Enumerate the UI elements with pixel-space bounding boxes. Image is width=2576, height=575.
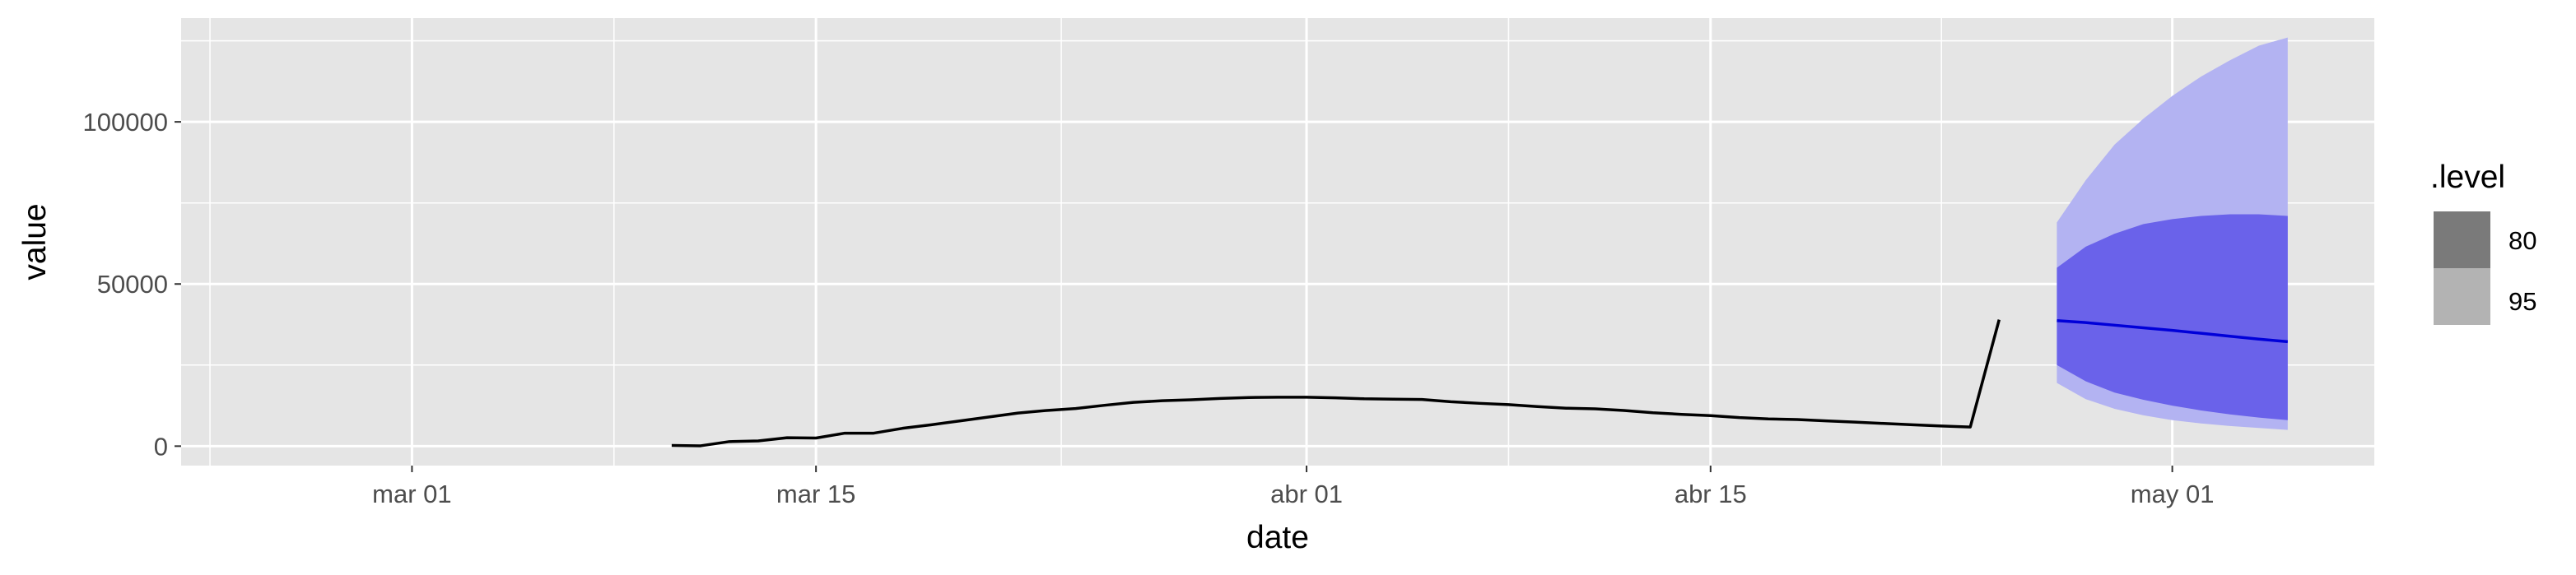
observed-line xyxy=(671,319,2001,447)
y-axis-title: value xyxy=(17,203,53,280)
legend-key-80 xyxy=(2434,211,2490,268)
x-tick-label: abr 01 xyxy=(1270,480,1343,508)
x-axis-title: date xyxy=(1246,520,1309,555)
y-tick-label: 100000 xyxy=(83,108,168,137)
y-tick-label: 50000 xyxy=(97,270,168,299)
axes: mar 01 mar 15 abr 01 abr 15 may 01 0 50000 1000… xyxy=(83,108,2215,508)
x-tick-label: mar 01 xyxy=(372,480,451,508)
legend: .level 80 95 xyxy=(2430,160,2536,325)
forecast-intervals xyxy=(2057,37,2288,430)
grid-lines xyxy=(181,18,2374,466)
x-tick-label: mar 15 xyxy=(776,480,855,508)
panel-background xyxy=(181,18,2374,466)
forecast-mean-line xyxy=(2057,319,2288,344)
legend-label-95: 95 xyxy=(2508,287,2536,316)
x-tick-label: abr 15 xyxy=(1675,480,1747,508)
legend-label-80: 80 xyxy=(2508,226,2536,255)
series-lines xyxy=(671,319,2288,447)
band-80 xyxy=(2057,214,2288,420)
legend-key-95 xyxy=(2434,268,2490,325)
legend-title: .level xyxy=(2430,160,2505,195)
y-tick-label: 0 xyxy=(154,432,168,461)
x-tick-label: may 01 xyxy=(2131,480,2215,508)
